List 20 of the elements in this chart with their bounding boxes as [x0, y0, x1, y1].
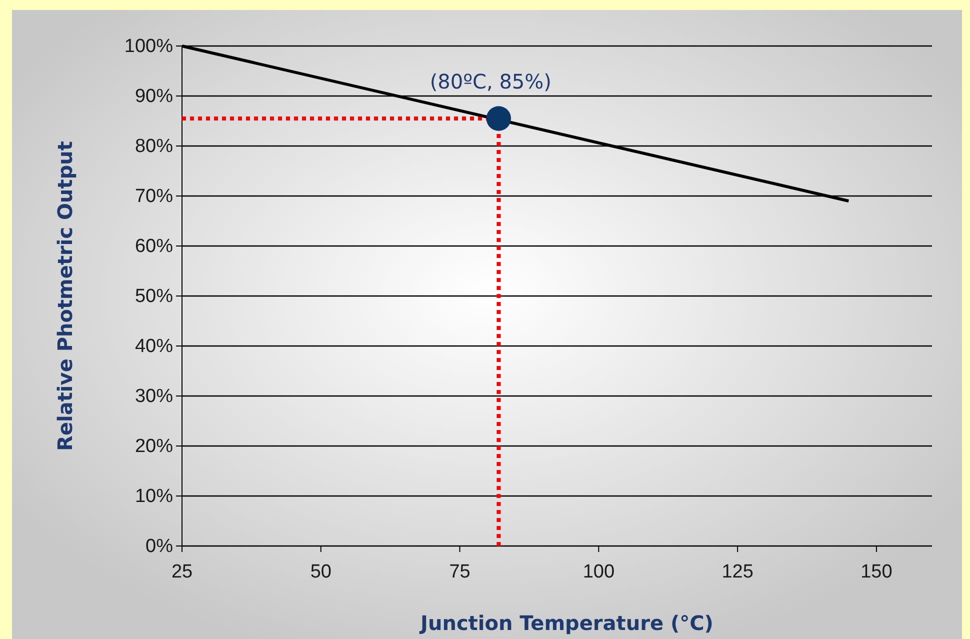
x-tick-label: 125 — [722, 561, 754, 582]
x-axis-title: Junction Temperature (°C) — [418, 611, 714, 635]
x-tick-label: 150 — [860, 561, 892, 582]
y-tick-label: 80% — [134, 136, 174, 158]
y-tick-label: 90% — [134, 86, 174, 108]
y-tick-label: 20% — [134, 436, 174, 458]
x-tick-label: 50 — [310, 561, 332, 582]
y-axis-title: Relative Photmetric Output — [53, 140, 77, 451]
y-tick-label: 60% — [134, 236, 174, 258]
x-tick-label: 25 — [171, 561, 193, 582]
x-tick-label: 75 — [449, 561, 470, 582]
y-tick-label: 40% — [134, 336, 174, 358]
y-tick-label: 100% — [124, 36, 174, 58]
y-tick-label: 0% — [146, 536, 174, 558]
x-tick-label: 100 — [582, 561, 615, 582]
annotation: (80ºC, 85%) — [430, 70, 552, 94]
y-tick-label: 50% — [134, 286, 174, 308]
y-tick-label: 10% — [134, 486, 174, 508]
y-tick-label: 70% — [134, 186, 174, 208]
y-tick-label: 30% — [134, 386, 174, 408]
